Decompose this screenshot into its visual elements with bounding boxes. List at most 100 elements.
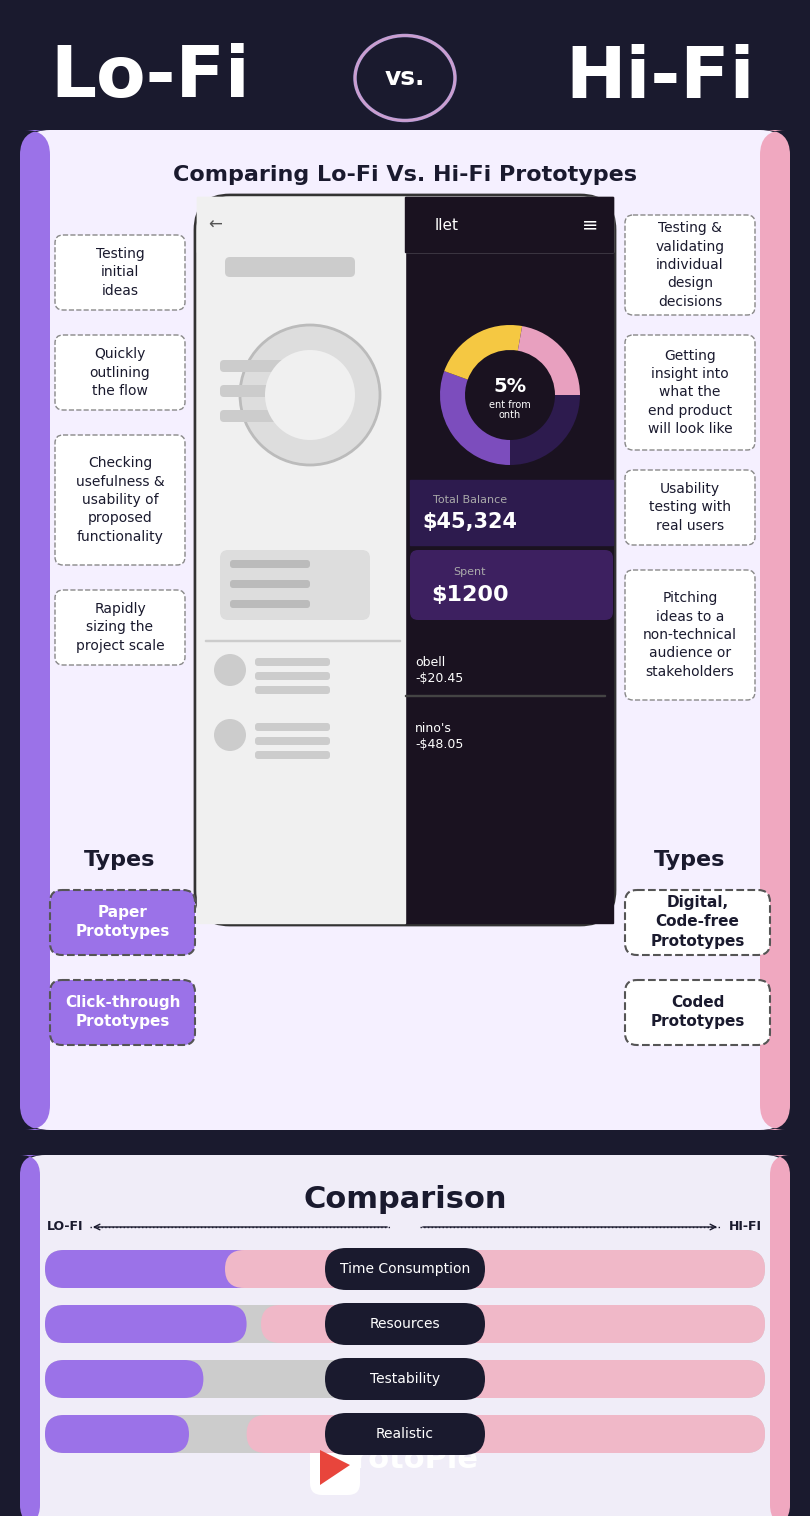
Polygon shape: [320, 1449, 350, 1486]
FancyBboxPatch shape: [625, 570, 755, 700]
FancyBboxPatch shape: [230, 600, 310, 608]
Text: LO-FI: LO-FI: [47, 1220, 83, 1234]
FancyBboxPatch shape: [255, 750, 330, 760]
Text: Lo-Fi: Lo-Fi: [50, 44, 249, 112]
Text: Types: Types: [654, 850, 726, 870]
FancyBboxPatch shape: [45, 1251, 765, 1289]
Bar: [197, 197, 405, 923]
Text: Testing &
validating
individual
design
decisions: Testing & validating individual design d…: [655, 221, 725, 309]
Text: Testability: Testability: [370, 1372, 440, 1386]
Circle shape: [214, 719, 246, 750]
Ellipse shape: [355, 35, 455, 120]
Text: onth: onth: [499, 409, 521, 420]
Text: HI-FI: HI-FI: [728, 1220, 761, 1234]
Text: Types: Types: [84, 850, 156, 870]
FancyBboxPatch shape: [195, 196, 615, 925]
Text: Total Balance: Total Balance: [433, 496, 507, 505]
Text: ←: ←: [208, 215, 222, 233]
FancyBboxPatch shape: [55, 235, 185, 309]
Text: Resources: Resources: [369, 1317, 441, 1331]
FancyBboxPatch shape: [255, 737, 330, 744]
FancyBboxPatch shape: [220, 359, 310, 371]
FancyBboxPatch shape: [220, 385, 310, 397]
FancyBboxPatch shape: [225, 258, 355, 277]
FancyBboxPatch shape: [50, 890, 195, 955]
FancyBboxPatch shape: [255, 687, 330, 694]
FancyBboxPatch shape: [246, 1414, 765, 1452]
FancyBboxPatch shape: [20, 1155, 790, 1516]
Text: Quickly
outlining
the flow: Quickly outlining the flow: [90, 347, 151, 397]
FancyBboxPatch shape: [325, 1358, 485, 1399]
Text: -$20.45: -$20.45: [415, 672, 463, 685]
Text: obell: obell: [415, 655, 446, 669]
Text: $45,324: $45,324: [423, 512, 518, 532]
FancyBboxPatch shape: [333, 1360, 765, 1398]
Circle shape: [265, 350, 355, 440]
Text: nino's: nino's: [415, 722, 452, 734]
FancyBboxPatch shape: [230, 559, 310, 568]
FancyBboxPatch shape: [20, 1155, 40, 1516]
Text: -$48.05: -$48.05: [415, 737, 463, 750]
FancyBboxPatch shape: [625, 215, 755, 315]
FancyBboxPatch shape: [255, 723, 330, 731]
Text: Spent: Spent: [454, 567, 486, 578]
Text: Checking
usefulness &
usability of
proposed
functionality: Checking usefulness & usability of propo…: [75, 456, 164, 544]
Wedge shape: [440, 371, 510, 465]
FancyBboxPatch shape: [325, 1413, 485, 1455]
Text: Getting
insight into
what the
end product
will look like: Getting insight into what the end produc…: [648, 349, 732, 437]
Text: ent from: ent from: [489, 400, 531, 409]
Circle shape: [240, 324, 380, 465]
Text: Hi-Fi: Hi-Fi: [565, 44, 755, 112]
FancyBboxPatch shape: [45, 1305, 765, 1343]
Text: Comparing Lo-Fi Vs. Hi-Fi Prototypes: Comparing Lo-Fi Vs. Hi-Fi Prototypes: [173, 165, 637, 185]
Text: Pitching
ideas to a
non-technical
audience or
stakeholders: Pitching ideas to a non-technical audien…: [643, 591, 737, 679]
FancyBboxPatch shape: [230, 581, 310, 588]
Circle shape: [214, 653, 246, 687]
Wedge shape: [510, 396, 580, 465]
FancyBboxPatch shape: [625, 470, 755, 544]
Text: Realistic: Realistic: [376, 1427, 434, 1442]
FancyBboxPatch shape: [50, 979, 195, 1045]
FancyBboxPatch shape: [325, 1302, 485, 1345]
FancyBboxPatch shape: [220, 550, 370, 620]
FancyBboxPatch shape: [325, 1248, 485, 1290]
FancyBboxPatch shape: [45, 1360, 203, 1398]
Text: Time Consumption: Time Consumption: [340, 1261, 470, 1276]
Text: llet: llet: [435, 217, 459, 232]
Wedge shape: [518, 326, 580, 396]
Bar: [410, 481, 613, 544]
FancyBboxPatch shape: [310, 1436, 360, 1495]
Bar: [0, 0, 810, 155]
FancyBboxPatch shape: [45, 1305, 246, 1343]
FancyBboxPatch shape: [20, 130, 790, 1129]
Text: Rapidly
sizing the
project scale: Rapidly sizing the project scale: [75, 602, 164, 653]
Bar: [197, 197, 613, 252]
FancyBboxPatch shape: [625, 335, 755, 450]
FancyBboxPatch shape: [55, 590, 185, 666]
Text: Paper
Prototypes: Paper Prototypes: [75, 905, 169, 940]
Text: $1200: $1200: [431, 585, 509, 605]
Wedge shape: [444, 324, 522, 379]
Text: Usability
testing with
real users: Usability testing with real users: [649, 482, 731, 534]
FancyBboxPatch shape: [45, 1414, 765, 1452]
Text: ProtoPie: ProtoPie: [331, 1445, 479, 1475]
Bar: [405, 197, 613, 252]
Text: Testing
initial
ideas: Testing initial ideas: [96, 247, 144, 299]
FancyBboxPatch shape: [220, 409, 310, 421]
FancyBboxPatch shape: [410, 550, 613, 620]
Bar: [405, 197, 613, 923]
Text: Digital,
Code-free
Prototypes: Digital, Code-free Prototypes: [650, 894, 744, 949]
FancyBboxPatch shape: [20, 130, 50, 1129]
FancyBboxPatch shape: [261, 1305, 765, 1343]
FancyBboxPatch shape: [45, 1251, 261, 1289]
Text: Coded
Prototypes: Coded Prototypes: [650, 994, 744, 1029]
FancyBboxPatch shape: [760, 130, 790, 1129]
Text: Click-through
Prototypes: Click-through Prototypes: [65, 994, 181, 1029]
FancyBboxPatch shape: [45, 1360, 765, 1398]
FancyBboxPatch shape: [625, 890, 770, 955]
FancyBboxPatch shape: [55, 335, 185, 409]
FancyBboxPatch shape: [55, 435, 185, 565]
Text: ≡: ≡: [582, 215, 599, 235]
Text: Comparison: Comparison: [303, 1186, 507, 1214]
FancyBboxPatch shape: [255, 658, 330, 666]
